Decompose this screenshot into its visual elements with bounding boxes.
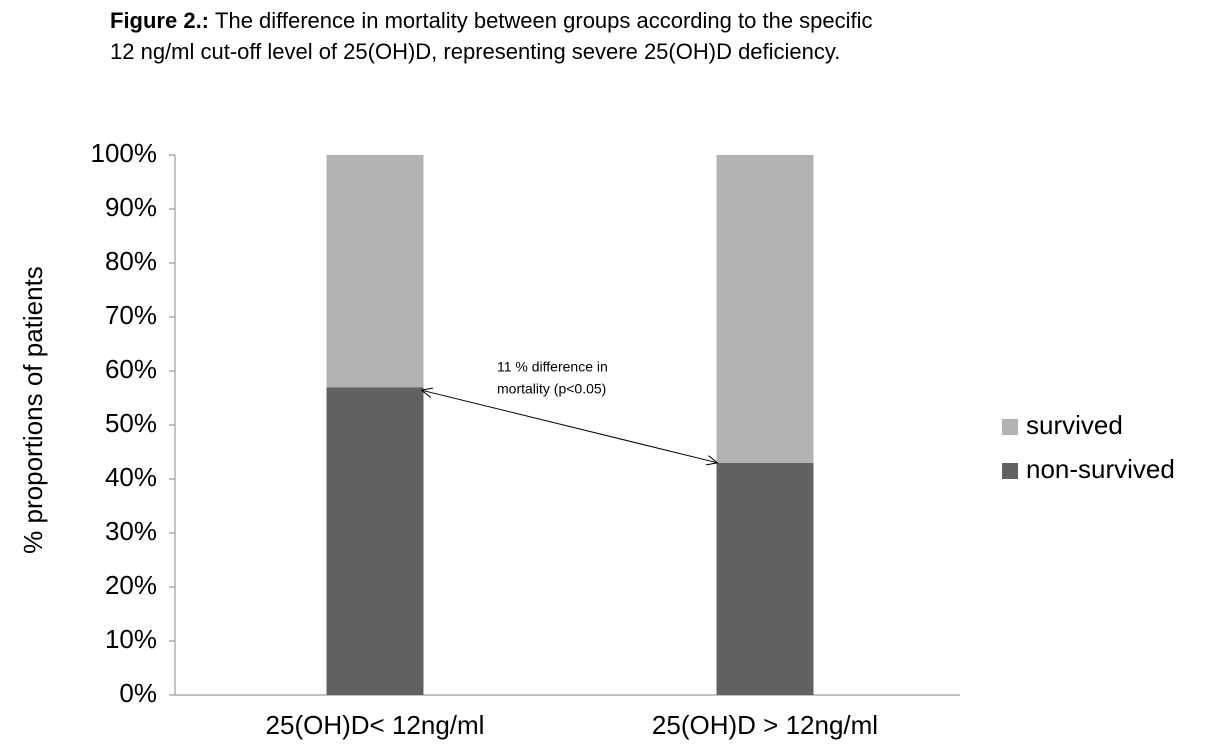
annotation: mortality (p<0.05): [497, 381, 606, 397]
y-tick-label: 100%: [91, 138, 158, 168]
y-tick-label: 10%: [105, 624, 157, 654]
bar-segment: [716, 462, 814, 695]
y-tick-label: 50%: [105, 408, 157, 438]
y-axis-label: % proportions of patients: [18, 266, 48, 554]
bar-segment: [326, 155, 424, 388]
legend-swatch: [1002, 419, 1018, 435]
y-tick-label: 30%: [105, 516, 157, 546]
x-tick-label: 25(OH)D > 12ng/ml: [652, 710, 878, 740]
legend-label: non-survived: [1026, 454, 1175, 484]
bar-segment: [716, 155, 814, 463]
title-line: The difference in mortality between grou…: [215, 8, 873, 33]
y-tick-label: 70%: [105, 300, 157, 330]
y-tick-label: 60%: [105, 354, 157, 384]
y-tick-label: 40%: [105, 462, 157, 492]
annotation: 11 % difference in: [497, 359, 608, 375]
bar-segment: [326, 387, 424, 695]
y-tick-label: 90%: [105, 192, 157, 222]
y-tick-label: 20%: [105, 570, 157, 600]
legend-swatch: [1002, 463, 1018, 479]
legend-label: survived: [1026, 410, 1123, 440]
annotation-arrow: [422, 390, 718, 463]
chart-title: Figure 2.: The difference in mortality be…: [110, 8, 873, 33]
title-line: 12 ng/ml cut-off level of 25(OH)D, repre…: [110, 39, 840, 64]
title-label: Figure 2.:: [110, 8, 209, 33]
x-tick-label: 25(OH)D< 12ng/ml: [266, 710, 485, 740]
y-tick-label: 0%: [119, 678, 157, 708]
y-tick-label: 80%: [105, 246, 157, 276]
